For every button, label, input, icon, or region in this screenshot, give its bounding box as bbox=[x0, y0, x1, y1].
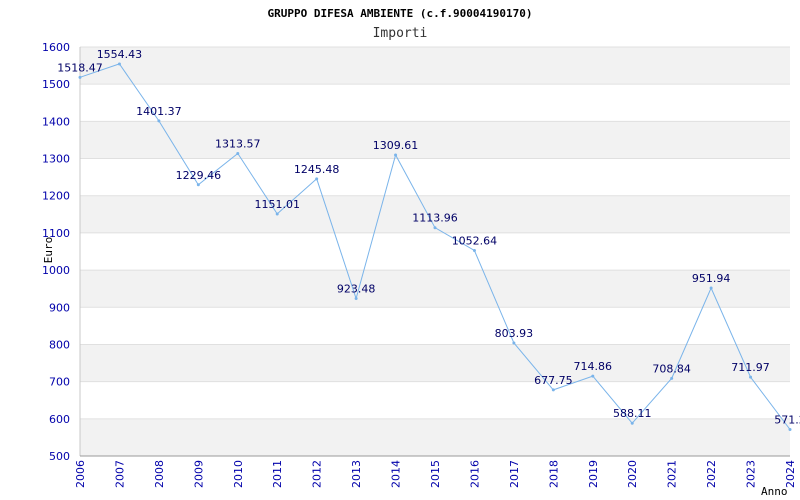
y-tick-label: 1000 bbox=[42, 264, 70, 277]
x-tick-label: 2008 bbox=[153, 460, 166, 488]
data-label: 708.84 bbox=[652, 362, 691, 375]
x-tick-label: 2011 bbox=[271, 460, 284, 488]
data-label: 1229.46 bbox=[176, 169, 222, 182]
data-point bbox=[512, 341, 516, 345]
data-point bbox=[236, 151, 240, 155]
x-tick-label: 2012 bbox=[311, 460, 324, 488]
data-point bbox=[472, 249, 476, 253]
data-point bbox=[275, 212, 279, 216]
data-label: 1113.96 bbox=[412, 212, 458, 225]
data-point bbox=[157, 119, 161, 123]
data-point bbox=[670, 376, 674, 380]
data-point bbox=[315, 177, 319, 181]
data-label: 588.11 bbox=[613, 407, 652, 420]
grid-band bbox=[80, 270, 790, 308]
x-tick-label: 2020 bbox=[626, 460, 639, 488]
x-tick-label: 2023 bbox=[745, 460, 758, 488]
data-point bbox=[433, 226, 437, 230]
y-tick-label: 1100 bbox=[42, 227, 70, 240]
x-tick-label: 2021 bbox=[666, 460, 679, 488]
axes bbox=[79, 47, 790, 457]
data-label: 714.86 bbox=[574, 360, 613, 373]
x-tick-label: 2016 bbox=[468, 460, 481, 488]
x-tick-label: 2014 bbox=[390, 460, 403, 488]
data-label: 951.94 bbox=[692, 272, 731, 285]
data-label: 803.93 bbox=[495, 327, 534, 340]
x-tick-label: 2024 bbox=[784, 460, 797, 488]
data-point bbox=[749, 375, 753, 379]
data-label: 1518.47 bbox=[57, 61, 103, 74]
data-label: 1401.37 bbox=[136, 105, 182, 118]
data-point bbox=[630, 421, 634, 425]
data-label: 1313.57 bbox=[215, 137, 261, 150]
y-tick-label: 1300 bbox=[42, 153, 70, 166]
y-tick-label: 1600 bbox=[42, 41, 70, 54]
y-tick-label: 500 bbox=[49, 450, 70, 463]
data-point bbox=[591, 374, 595, 378]
x-axis-label: Anno bbox=[761, 485, 788, 498]
data-point bbox=[354, 297, 358, 301]
data-point bbox=[709, 286, 713, 290]
x-tick-label: 2009 bbox=[192, 460, 205, 488]
data-point bbox=[551, 388, 555, 392]
x-tick-label: 2010 bbox=[232, 460, 245, 488]
x-tick-label: 2006 bbox=[74, 460, 87, 488]
data-point bbox=[394, 153, 398, 157]
data-label: 923.48 bbox=[337, 283, 376, 296]
y-tick-label: 900 bbox=[49, 301, 70, 314]
y-tick-label: 1500 bbox=[42, 78, 70, 91]
data-point bbox=[117, 62, 121, 66]
y-tick-label: 600 bbox=[49, 413, 70, 426]
y-tick-label: 700 bbox=[49, 376, 70, 389]
x-tick-label: 2019 bbox=[587, 460, 600, 488]
chart-title: GRUPPO DIFESA AMBIENTE (c.f.90004190170) bbox=[268, 7, 533, 20]
y-tick-labels: 500 600 700 800 900 1000 1100 1200 1300 1400 1500 1… bbox=[42, 41, 70, 463]
data-point bbox=[196, 183, 200, 187]
y-tick-label: 1400 bbox=[42, 115, 70, 128]
x-tick-label: 2022 bbox=[705, 460, 718, 488]
grid-lines bbox=[80, 46, 790, 457]
data-label: 571.2 bbox=[774, 414, 800, 427]
data-label: 1245.48 bbox=[294, 163, 340, 176]
data-label: 1052.64 bbox=[452, 235, 498, 248]
series-line-group bbox=[78, 62, 792, 432]
grid-band bbox=[80, 121, 790, 159]
data-point bbox=[78, 75, 82, 79]
grid-band bbox=[80, 344, 790, 382]
x-tick-labels: 2006 2007 2008 2009 2010 2011 2012 2013 2014 2015… bbox=[74, 460, 797, 488]
x-tick-label: 2017 bbox=[508, 460, 521, 488]
data-point bbox=[788, 428, 792, 432]
x-tick-label: 2013 bbox=[350, 460, 363, 488]
data-label: 1151.01 bbox=[254, 198, 300, 211]
x-tick-label: 2015 bbox=[429, 460, 442, 488]
data-label: 711.97 bbox=[731, 361, 770, 374]
y-tick-label: 800 bbox=[49, 338, 70, 351]
x-tick-label: 2018 bbox=[547, 460, 560, 488]
y-tick-label: 1200 bbox=[42, 190, 70, 203]
y-axis-label: Euro bbox=[42, 237, 55, 264]
data-label: 677.75 bbox=[534, 374, 573, 387]
grid-bands bbox=[80, 47, 790, 456]
grid-band bbox=[80, 418, 790, 456]
chart-subtitle: Importi bbox=[373, 26, 428, 41]
data-label: 1309.61 bbox=[373, 139, 419, 152]
x-tick-label: 2007 bbox=[113, 460, 126, 488]
grid-band bbox=[80, 47, 790, 85]
data-label: 1554.43 bbox=[97, 48, 143, 61]
